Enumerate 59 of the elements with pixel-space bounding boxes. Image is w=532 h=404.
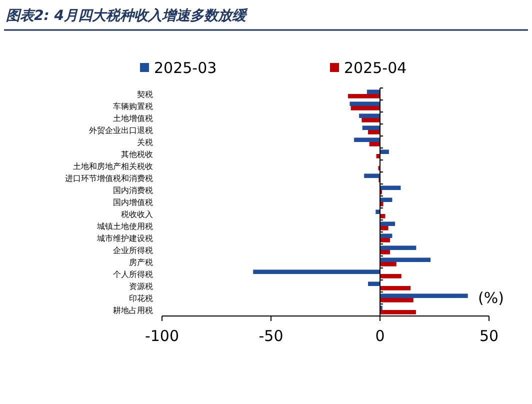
y-tick-label: 进口环节增值税和消费税 — [65, 174, 153, 183]
bar — [354, 138, 380, 142]
bar — [380, 234, 392, 238]
x-tick-label: -50 — [258, 327, 284, 345]
y-tick-label: 房产税 — [129, 258, 153, 267]
y-tick-label: 外贸企业出口退税 — [89, 126, 153, 135]
bar — [380, 186, 401, 190]
legend-label: 2025-04 — [344, 59, 407, 77]
bar — [350, 106, 380, 110]
bar — [376, 210, 380, 214]
y-tick-label: 城市维护建设税 — [96, 234, 153, 243]
y-tick-label: 契税 — [137, 90, 153, 99]
bar — [380, 274, 402, 278]
bar — [380, 298, 414, 302]
bar — [253, 270, 380, 274]
bar — [380, 262, 396, 266]
bar — [366, 90, 380, 94]
bar — [362, 118, 380, 122]
bar — [350, 102, 380, 106]
x-tick-label: 0 — [375, 327, 385, 345]
bar — [380, 202, 384, 206]
bar — [380, 286, 411, 290]
y-tick-label: 印花税 — [129, 294, 153, 303]
bar — [380, 258, 431, 262]
bar — [359, 114, 380, 118]
bar — [380, 198, 392, 202]
bar — [348, 94, 380, 98]
y-tick-label: 耕地占用税 — [113, 306, 153, 315]
y-tick-label: 资源税 — [129, 282, 153, 291]
bar — [369, 142, 380, 146]
y-tick-label: 企业所得税 — [113, 246, 153, 255]
bar — [380, 222, 396, 226]
y-tick-label: 关税 — [137, 138, 153, 147]
y-tick-label: 税收收入 — [121, 210, 153, 219]
bar — [380, 238, 390, 242]
legend-label: 2025-03 — [154, 59, 217, 77]
bar — [380, 294, 468, 298]
chart-title: 图表2: 4月四大税种收入增速多数放缓 — [6, 7, 248, 24]
y-tick-label: 其他税收 — [121, 150, 153, 159]
x-tick-label: -100 — [144, 327, 180, 345]
y-tick-label: 土地增值税 — [113, 114, 153, 123]
bar — [380, 250, 390, 254]
bar — [368, 130, 380, 134]
bar — [380, 246, 416, 250]
bar — [368, 282, 380, 286]
bar — [380, 226, 388, 230]
bar — [364, 174, 380, 178]
y-tick-label: 城镇土地使用税 — [96, 222, 153, 231]
x-tick-label: 50 — [479, 327, 499, 345]
bar — [362, 126, 380, 130]
y-tick-label: 国内增值税 — [113, 198, 153, 207]
y-tick-label: 国内消费税 — [113, 186, 153, 195]
annotation: (%) — [478, 289, 504, 307]
y-tick-label: 个人所得税 — [113, 270, 153, 279]
bar — [380, 310, 416, 314]
y-tick-label: 车辆购置税 — [113, 102, 153, 111]
y-tick-label: 土地和房地产相关税收 — [73, 162, 153, 171]
bar — [380, 150, 389, 154]
bar — [380, 214, 386, 218]
